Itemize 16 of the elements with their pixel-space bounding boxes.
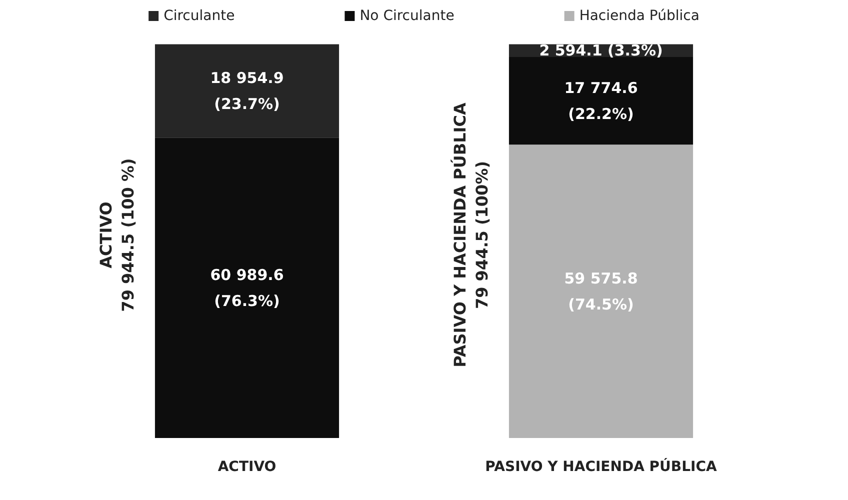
legend-label: Circulante [164,8,235,24]
x-tick-label: ACTIVO [218,459,276,475]
bar [154,138,340,438]
data-label: 17 774.6 (22.2%) [564,78,638,123]
bar [508,144,694,438]
data-label: 59 575.8 (74.5%) [564,269,638,314]
annotation: PASIVO Y HACIENDA PÚBLICA 79 944.5 (100%) [450,102,492,368]
data-label: 60 989.6 (76.3%) [210,266,284,310]
data-label: 18 954.9 (23.7%) [210,68,284,113]
data-label: 2 594.1 (3.3%) [539,42,663,60]
bar [508,57,694,145]
x-tick-label: PASIVO Y HACIENDA PÚBLICA [485,458,717,475]
annotation: ACTIVO 79 944.5 (100 %) [96,158,138,312]
legend-label: No Circulante [360,8,454,24]
bar [154,44,340,138]
legend-label: Hacienda Pública [579,8,700,24]
